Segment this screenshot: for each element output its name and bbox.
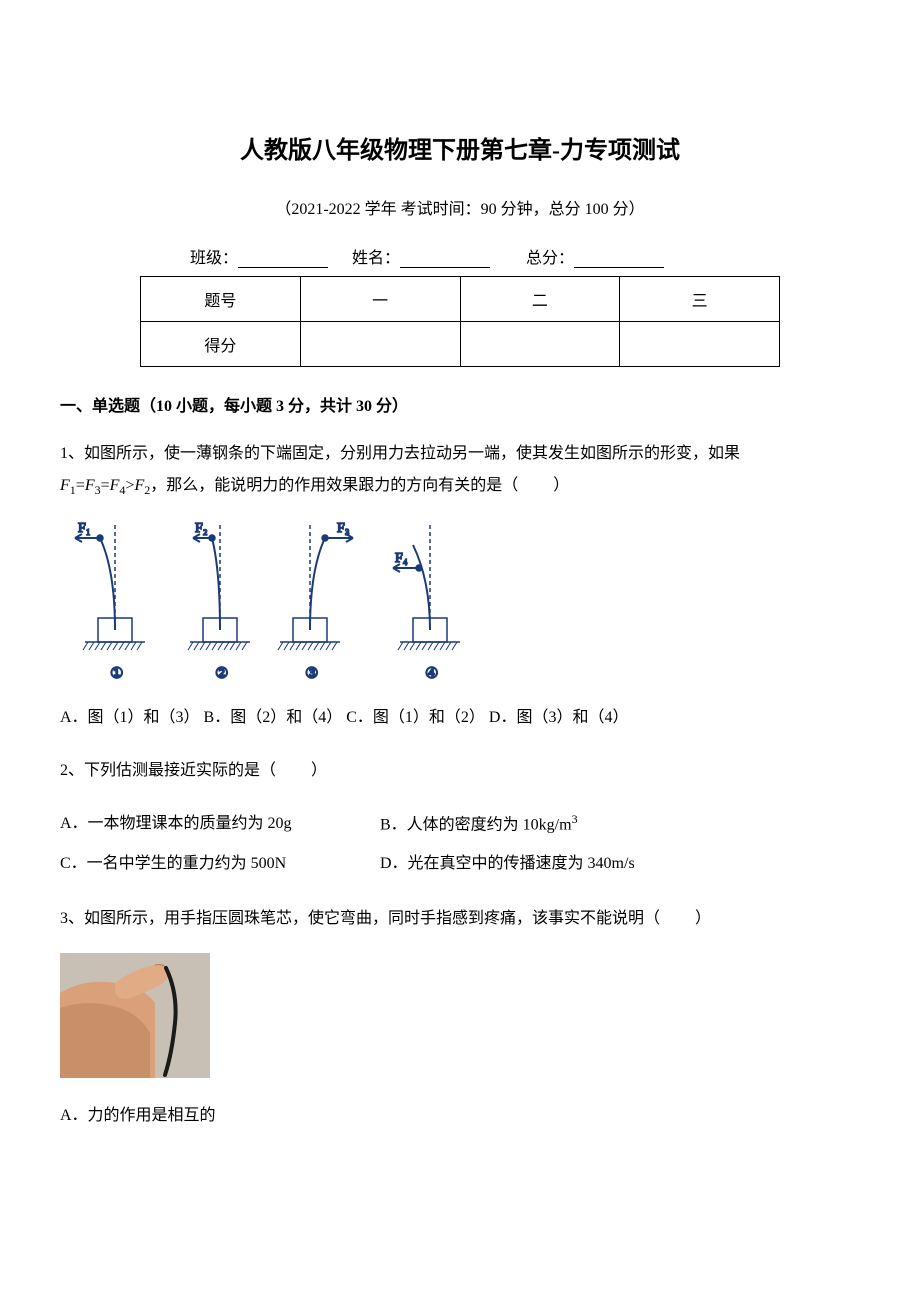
svg-text:①: ① <box>110 666 123 682</box>
name-blank[interactable] <box>400 249 490 268</box>
svg-text:③: ③ <box>305 666 318 682</box>
table-header-2: 二 <box>460 277 620 322</box>
page-title: 人教版八年级物理下册第七章-力专项测试 <box>60 130 860 165</box>
name-label: 姓名： <box>352 250 400 267</box>
score-table: 题号 一 二 三 得分 <box>140 276 780 367</box>
total-blank[interactable] <box>574 249 664 268</box>
q2-opt-c: C．一名中学生的重力约为 500N <box>60 845 380 883</box>
exam-meta: （2021-2022 学年 考试时间：90 分钟，总分 100 分） <box>60 195 860 219</box>
svg-text:F₃: F₃ <box>337 521 350 536</box>
q3-photo <box>60 953 210 1078</box>
q2-opt-a: A．一本物理课本的质量约为 20g <box>60 805 380 845</box>
q2-stem-suffix: ） <box>311 762 327 779</box>
q2-opt-d: D．光在真空中的传播速度为 340m/s <box>380 845 700 883</box>
svg-text:②: ② <box>215 666 228 682</box>
question-2: 2、下列估测最接近实际的是（ ） <box>60 755 860 787</box>
svg-text:④: ④ <box>425 666 438 682</box>
table-header-3: 三 <box>620 277 780 322</box>
q2-stem: 2、下列估测最接近实际的是（ <box>60 762 276 779</box>
class-blank[interactable] <box>238 249 328 268</box>
table-score-2[interactable] <box>460 322 620 367</box>
question-1: 1、如图所示，使一薄钢条的下端固定，分别用力去拉动另一端，使其发生如图所示的形变… <box>60 438 860 502</box>
q3-opt-a: A．力的作用是相互的 <box>60 1098 860 1133</box>
svg-text:F₁: F₁ <box>78 521 91 536</box>
table-score-label: 得分 <box>141 322 301 367</box>
section-1-heading: 一、单选题（10 小题，每小题 3 分，共计 30 分） <box>60 392 860 416</box>
svg-text:F₄: F₄ <box>395 551 408 566</box>
student-info-row: 班级： 姓名： 总分： <box>190 244 780 268</box>
class-label: 班级： <box>190 250 238 267</box>
q3-stem: 3、如图所示，用手指压圆珠笔芯，使它弯曲，同时手指感到疼痛，该事实不能说明（ <box>60 910 660 927</box>
q2-opt-b: B．人体的密度约为 10kg/m3 <box>380 805 700 845</box>
svg-text:F₂: F₂ <box>195 521 208 536</box>
q2-options: A．一本物理课本的质量约为 20g B．人体的密度约为 10kg/m3 C．一名… <box>60 805 860 883</box>
table-header-1: 一 <box>300 277 460 322</box>
q3-stem-suffix: ） <box>695 910 711 927</box>
table-score-3[interactable] <box>620 322 780 367</box>
q1-stem-a: 1、如图所示，使一薄钢条的下端固定，分别用力去拉动另一端，使其发生如图所示的形变… <box>60 445 740 462</box>
table-header-num: 题号 <box>141 277 301 322</box>
q1-diagram: F₁ ① <box>60 520 860 685</box>
q1-options: A．图（1）和（3） B．图（2）和（4） C．图（1）和（2） D．图（3）和… <box>60 700 860 735</box>
total-label: 总分： <box>526 250 574 267</box>
table-score-1[interactable] <box>300 322 460 367</box>
question-3: 3、如图所示，用手指压圆珠笔芯，使它弯曲，同时手指感到疼痛，该事实不能说明（ ） <box>60 903 860 935</box>
